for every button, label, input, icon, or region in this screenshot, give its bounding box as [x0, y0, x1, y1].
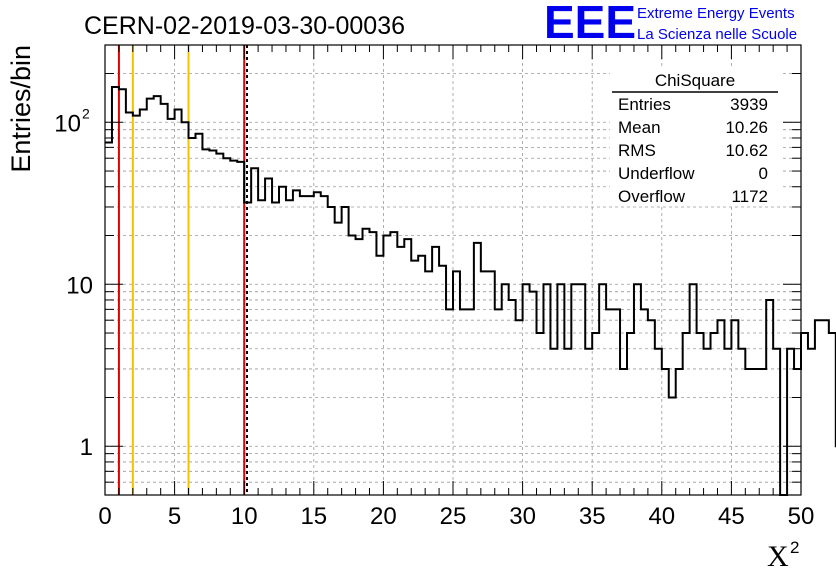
x-tick-label: 0 — [98, 503, 111, 530]
x-tick-label: 25 — [440, 503, 467, 530]
stats-title: ChiSquare — [655, 71, 735, 90]
plot-frame — [104, 44, 802, 496]
x-tick-labels: 0 5 10 15 20 25 30 35 40 45 50 — [98, 503, 814, 530]
reference-lines — [117, 45, 248, 495]
stats-label: Underflow — [618, 164, 695, 183]
x-tick-label: 35 — [579, 503, 606, 530]
logo-mark: EEE — [544, 0, 636, 48]
x-axis-label: X 2 — [767, 538, 799, 572]
y-tick-label: 10 — [66, 272, 93, 299]
stats-value: 10.26 — [725, 118, 768, 137]
x-tick-label: 45 — [718, 503, 745, 530]
y-tick-label-exponent: 2 — [82, 105, 90, 121]
x-tick-label: 15 — [300, 503, 327, 530]
svg-text:2: 2 — [790, 538, 799, 557]
svg-text:X: X — [767, 540, 789, 572]
histogram-line — [105, 86, 836, 496]
stats-value: 1172 — [731, 187, 768, 206]
x-tick-label: 30 — [509, 503, 536, 530]
stats-value: 10.62 — [725, 141, 768, 160]
stats-label: Mean — [618, 118, 661, 137]
x-tick-label: 20 — [370, 503, 397, 530]
y-tick-label: 1 — [80, 434, 93, 461]
stats-label: Entries — [618, 95, 671, 114]
y-tick-label: 10 — [54, 110, 81, 137]
axis-ticks — [104, 44, 802, 496]
x-tick-label: 5 — [168, 503, 181, 530]
x-tick-label: 10 — [231, 503, 258, 530]
stats-label: RMS — [618, 141, 656, 160]
chart-title: CERN-02-2019-03-30-00036 — [84, 12, 405, 40]
stats-value: 3939 — [730, 95, 768, 114]
stats-value: 0 — [759, 164, 768, 183]
stats-box: ChiSquare Entries 3939 Mean 10.26 RMS 10.62 Un… — [610, 66, 780, 206]
x-tick-label: 50 — [788, 503, 815, 530]
eee-logo: EEE Extreme Energy Events La Scienza nel… — [544, 0, 797, 48]
logo-line-2: La Scienza nelle Scuole — [637, 26, 797, 43]
x-tick-label: 40 — [648, 503, 675, 530]
y-axis-label: Entries/bin — [6, 45, 36, 173]
stats-label: Overflow — [618, 187, 686, 206]
logo-line-1: Extreme Energy Events — [637, 5, 795, 22]
